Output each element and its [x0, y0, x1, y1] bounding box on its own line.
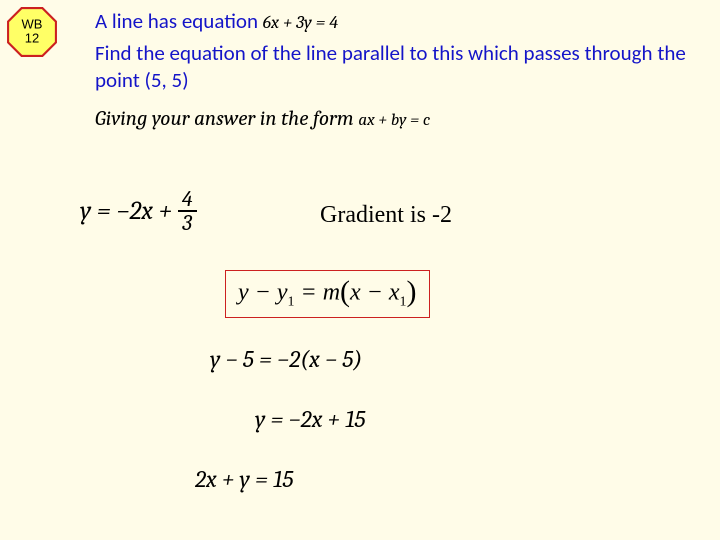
rearranged-equation: y = −2x + 4 3 — [80, 190, 197, 236]
eq1-lhs: y = — [80, 196, 116, 226]
eq1-fraction: 4 3 — [178, 188, 197, 234]
question-line2: Find the equation of the line parallel t… — [95, 40, 690, 95]
badge-line1: WB — [22, 17, 43, 32]
question-block: A line has equation 6x + 3y = 4 Find the… — [95, 8, 690, 131]
eq1-rhs-pre: −2x + — [116, 196, 177, 226]
formula-sub1: 1 — [288, 294, 295, 309]
simplified-equation: y = −2x + 15 — [255, 405, 365, 433]
gradient-note: Gradient is -2 — [320, 202, 452, 229]
badge-text: WB 12 — [22, 18, 43, 47]
formula-mid: = m — [295, 280, 341, 306]
q1-equation: 6x + 3y = 4 — [263, 12, 338, 33]
point-slope-formula: y − y1 = m(x − x1) — [225, 270, 430, 318]
q3-prefix: Giving your answer in the form — [95, 107, 358, 131]
frac-num: 4 — [178, 188, 197, 212]
formula-pre: y − y — [238, 280, 288, 306]
q3-equation: ax + by = c — [358, 111, 430, 130]
frac-den: 3 — [178, 212, 197, 234]
formula-open: ( — [340, 275, 350, 308]
substituted-equation: y − 5 = −2(x − 5) — [210, 345, 362, 373]
formula-close: ) — [407, 275, 417, 308]
formula-sub2: 1 — [400, 294, 407, 309]
badge-line2: 12 — [25, 31, 39, 46]
final-answer: 2x + y = 15 — [195, 465, 293, 493]
q1-prefix: A line has equation — [95, 8, 263, 34]
formula-inner: x − x — [350, 280, 400, 306]
question-line3: Giving your answer in the form ax + by =… — [95, 107, 690, 131]
question-line1: A line has equation 6x + 3y = 4 — [95, 8, 690, 34]
badge-octagon: WB 12 — [6, 6, 58, 58]
